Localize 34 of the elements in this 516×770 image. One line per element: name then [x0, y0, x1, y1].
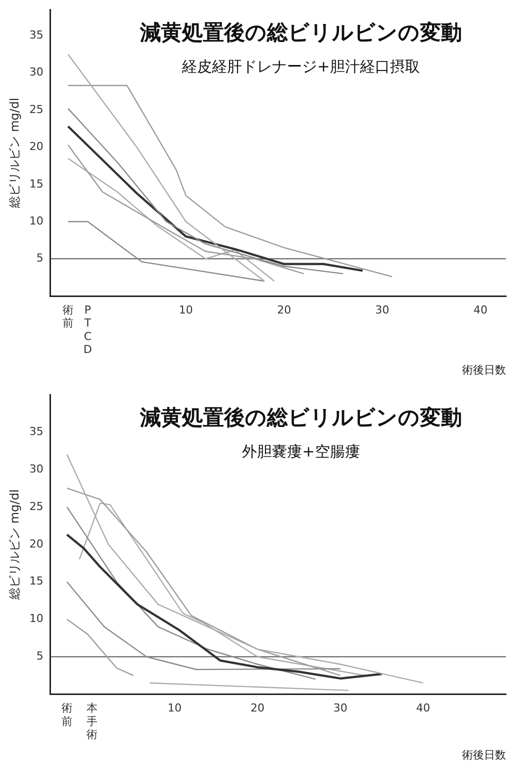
x-tick-label: 術前	[62, 303, 74, 330]
y-axis-title: 総ビリルビン mg/dl	[7, 489, 22, 600]
y-tick-label: 5	[36, 650, 44, 663]
x-axis-title: 術後日数	[462, 748, 506, 762]
y-tick-label: 30	[29, 66, 44, 79]
x-tick-label: 本手術	[86, 702, 98, 742]
x-tick-label: PTCD	[83, 303, 92, 356]
x-tick-label: 30	[333, 702, 348, 715]
x-tick-label: 30	[375, 303, 390, 316]
y-tick-label: 10	[29, 612, 44, 626]
x-tick-label: 10	[168, 702, 182, 715]
x-tick-label: 20	[250, 702, 264, 715]
y-axis-title: 総ビリルビン mg/dl	[7, 98, 22, 209]
text: 減黄処置後の総ビリルビンの変動	[138, 20, 462, 45]
y-tick-label: 20	[29, 140, 44, 154]
x-axis-title: 術後日数	[462, 363, 506, 376]
y-tick-label: 35	[29, 28, 44, 42]
y-tick-label: 25	[29, 500, 44, 513]
y-tick-label: 15	[29, 177, 44, 190]
x-tick-label: 術前	[61, 702, 72, 728]
x-tick-label: 20	[277, 303, 292, 316]
y-tick-label: 20	[29, 537, 44, 550]
y-tick-label: 35	[29, 424, 44, 438]
x-tick-label: 40	[416, 702, 430, 715]
x-tick-label: 10	[178, 303, 193, 316]
y-tick-label: 10	[29, 214, 44, 228]
x-tick-label: 40	[473, 303, 488, 316]
text: 減黄処置後の総ビリルビンの変動	[138, 406, 462, 430]
y-tick-label: 5	[36, 252, 44, 265]
y-tick-label: 30	[29, 462, 44, 476]
text: 経皮経肝ドレナージ+胆汁経口摂取	[181, 58, 420, 76]
y-tick-label: 25	[29, 102, 44, 116]
y-tick-label: 15	[29, 574, 44, 588]
text: 外胆嚢瘻+空腸瘻	[242, 442, 360, 461]
